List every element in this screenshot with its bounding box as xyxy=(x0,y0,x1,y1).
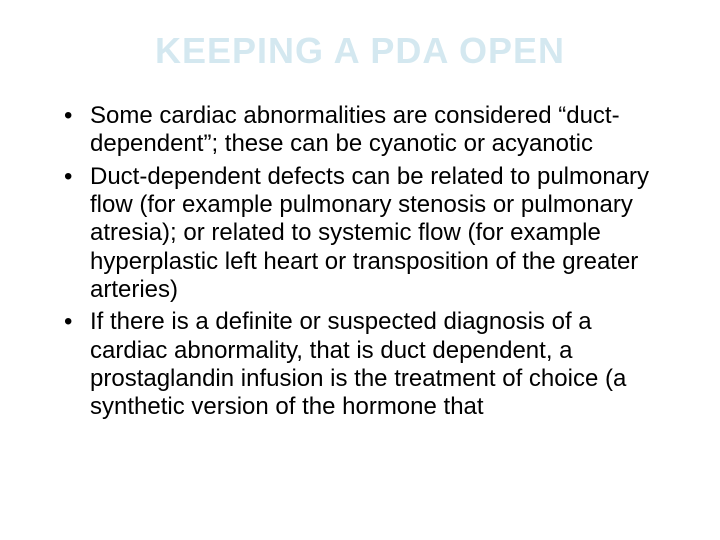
slide-container: KEEPING A PDA OPEN Some cardiac abnormal… xyxy=(0,0,720,540)
bullet-text: If there is a definite or suspected diag… xyxy=(90,308,670,421)
slide-title: KEEPING A PDA OPEN xyxy=(50,30,670,72)
bullet-text: Duct-dependent defects can be related to… xyxy=(90,163,670,305)
list-item: Some cardiac abnormalities are considere… xyxy=(90,102,670,159)
bullet-text: Some cardiac abnormalities are considere… xyxy=(90,102,670,159)
list-item: If there is a definite or suspected diag… xyxy=(90,308,670,421)
list-item: Duct-dependent defects can be related to… xyxy=(90,163,670,305)
bullet-list: Some cardiac abnormalities are considere… xyxy=(50,102,670,421)
